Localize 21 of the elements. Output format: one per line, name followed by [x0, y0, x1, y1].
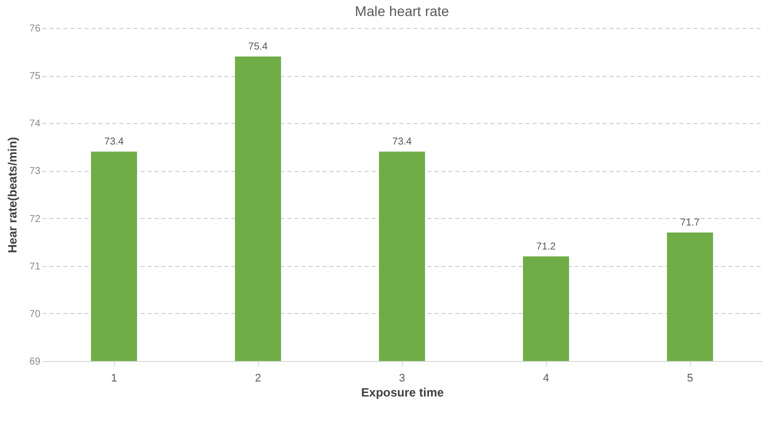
data-label: 73.4	[104, 136, 124, 148]
x-tick-label: 1	[110, 372, 118, 384]
x-tick-label: 3	[398, 372, 406, 384]
y-tick-label: 73	[29, 166, 41, 178]
data-label: 71.2	[536, 241, 556, 252]
x-axis-title: Exposure time	[361, 386, 444, 400]
data-label: 73.4	[392, 136, 412, 148]
y-tick-label: 72	[29, 214, 41, 225]
y-axis-title: Hear rate(beats/min)	[5, 136, 20, 254]
x-tick-label: 2	[254, 372, 262, 384]
chart-title: Male heart rate	[354, 3, 450, 19]
y-tick-label: 70	[29, 308, 41, 320]
x-tick-label: 5	[686, 372, 694, 384]
x-tick-label: 4	[542, 372, 550, 384]
data-label: 71.7	[680, 218, 700, 229]
y-tick-label: 69	[29, 356, 41, 368]
y-tick-label: 76	[29, 24, 41, 34]
y-tick-label: 75	[29, 71, 41, 82]
y-tick-label: 74	[29, 118, 41, 130]
y-tick-label: 71	[29, 261, 41, 272]
data-label: 75.4	[248, 42, 268, 53]
